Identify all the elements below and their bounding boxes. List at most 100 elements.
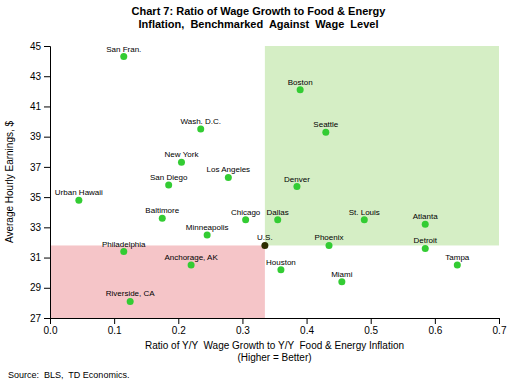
x-tick: 0.2 — [172, 318, 186, 336]
y-tick: 27 — [30, 313, 50, 324]
y-tick: 29 — [30, 282, 50, 293]
point-label: Phoenix — [315, 233, 344, 242]
x-axis-line — [51, 319, 500, 325]
x-tick: 0.1 — [108, 318, 122, 336]
y-tick-mark — [44, 318, 50, 319]
y-tick-mark — [44, 197, 50, 198]
point — [361, 216, 368, 223]
y-tick: 37 — [30, 162, 50, 173]
point-label: San Diego — [150, 173, 188, 182]
x-tick-label: 0.1 — [108, 325, 122, 336]
point-label: Riverside, CA — [106, 289, 156, 298]
point — [159, 215, 166, 222]
point — [120, 53, 127, 60]
point — [127, 298, 134, 305]
y-tick-mark — [44, 167, 50, 168]
point — [178, 159, 185, 166]
x-axis: 0.0 0.1 0.2 0.3 0.4 0.5 0.6 0.7 — [44, 318, 507, 336]
source: Source: BLS, TD Economics. — [8, 370, 129, 380]
y-tick: 39 — [30, 131, 50, 142]
y-tick: 35 — [30, 192, 50, 203]
y-tick-label: 31 — [30, 252, 42, 263]
point-label: Baltimore — [145, 206, 179, 215]
x-tick: 0.4 — [300, 318, 314, 336]
point — [242, 216, 249, 223]
point — [322, 129, 329, 136]
point — [454, 262, 461, 269]
point-label: Tampa — [445, 253, 470, 262]
y-tick-mark — [44, 106, 50, 107]
x-tick-mark — [435, 318, 436, 324]
point-label: Denver — [284, 175, 310, 184]
point — [204, 231, 211, 238]
point — [75, 197, 82, 204]
x-tick-label: 0.3 — [236, 325, 250, 336]
point-label: New York — [165, 150, 200, 159]
point-label: Boston — [288, 78, 313, 87]
point-labels: San Fran.Wash. D.C.New YorkLos AngelesUr… — [55, 45, 470, 299]
x-axis-title-line: (Higher = Better) — [237, 352, 311, 363]
x-tick-mark — [499, 318, 500, 324]
x-tick: 0.3 — [236, 318, 250, 336]
x-tick: 0.7 — [493, 318, 507, 336]
y-tick-label: 29 — [30, 282, 42, 293]
point-label: Chicago — [231, 208, 261, 217]
point — [297, 86, 304, 93]
y-tick: 43 — [30, 71, 50, 82]
point-label: Dallas — [267, 208, 289, 217]
point — [165, 182, 172, 189]
y-axis-line — [44, 47, 51, 319]
y-tick: 33 — [30, 222, 50, 233]
x-tick-mark — [371, 318, 372, 324]
y-tick-mark — [44, 137, 50, 138]
point-label: Miami — [331, 270, 353, 279]
y-tick-label: 43 — [30, 71, 42, 82]
x-tick-mark — [178, 318, 179, 324]
point-label: Houston — [266, 258, 296, 267]
region — [265, 46, 499, 245]
point-label: U.S. — [257, 233, 273, 242]
y-tick-label: 37 — [30, 162, 42, 173]
x-tick-label: 0.2 — [172, 325, 186, 336]
point — [261, 242, 268, 249]
y-tick-mark — [44, 288, 50, 289]
point-label: San Fran. — [106, 45, 141, 54]
x-axis-title: Ratio of Y/Y Wage Growth to Y/Y Food & E… — [145, 340, 404, 363]
x-tick-label: 0.0 — [44, 325, 58, 336]
y-axis: 27 29 31 33 35 37 39 41 43 45 — [30, 41, 51, 324]
point-label: Seattle — [313, 120, 338, 129]
y-axis-title: Average Hourly Earnings, $ — [4, 121, 15, 244]
y-tick-mark — [44, 227, 50, 228]
y-tick-label: 27 — [30, 313, 42, 324]
x-tick-label: 0.6 — [428, 325, 442, 336]
y-tick-mark — [44, 76, 50, 77]
point — [225, 174, 232, 181]
point — [338, 278, 345, 285]
y-tick: 31 — [30, 252, 50, 263]
point-label: Philadelphia — [102, 240, 146, 249]
y-tick-label: 41 — [30, 101, 42, 112]
x-tick: 0.5 — [364, 318, 378, 336]
plot-area — [50, 46, 499, 318]
y-tick-label: 33 — [30, 222, 42, 233]
point — [277, 266, 284, 273]
x-tick-mark — [307, 318, 308, 324]
x-axis-title-line: Ratio of Y/Y Wage Growth to Y/Y Food & E… — [145, 340, 404, 351]
x-tick-label: 0.5 — [364, 325, 378, 336]
y-tick-label: 39 — [30, 131, 42, 142]
point-label: St. Louis — [349, 208, 380, 217]
point — [197, 126, 204, 133]
chart: Chart 7: Ratio of Wage Growth to Food & … — [0, 0, 517, 384]
y-tick: 45 — [30, 41, 50, 52]
point-label: Atlanta — [413, 212, 438, 221]
region — [50, 245, 265, 318]
point-label: Los Angeles — [207, 165, 251, 174]
point — [120, 248, 127, 255]
x-tick-label: 0.4 — [300, 325, 314, 336]
point — [274, 216, 281, 223]
y-tick: 41 — [30, 101, 50, 112]
x-tick-label: 0.7 — [493, 325, 507, 336]
point-label: Detroit — [413, 236, 437, 245]
y-tick-mark — [44, 46, 50, 47]
y-tick-label: 45 — [30, 41, 42, 52]
